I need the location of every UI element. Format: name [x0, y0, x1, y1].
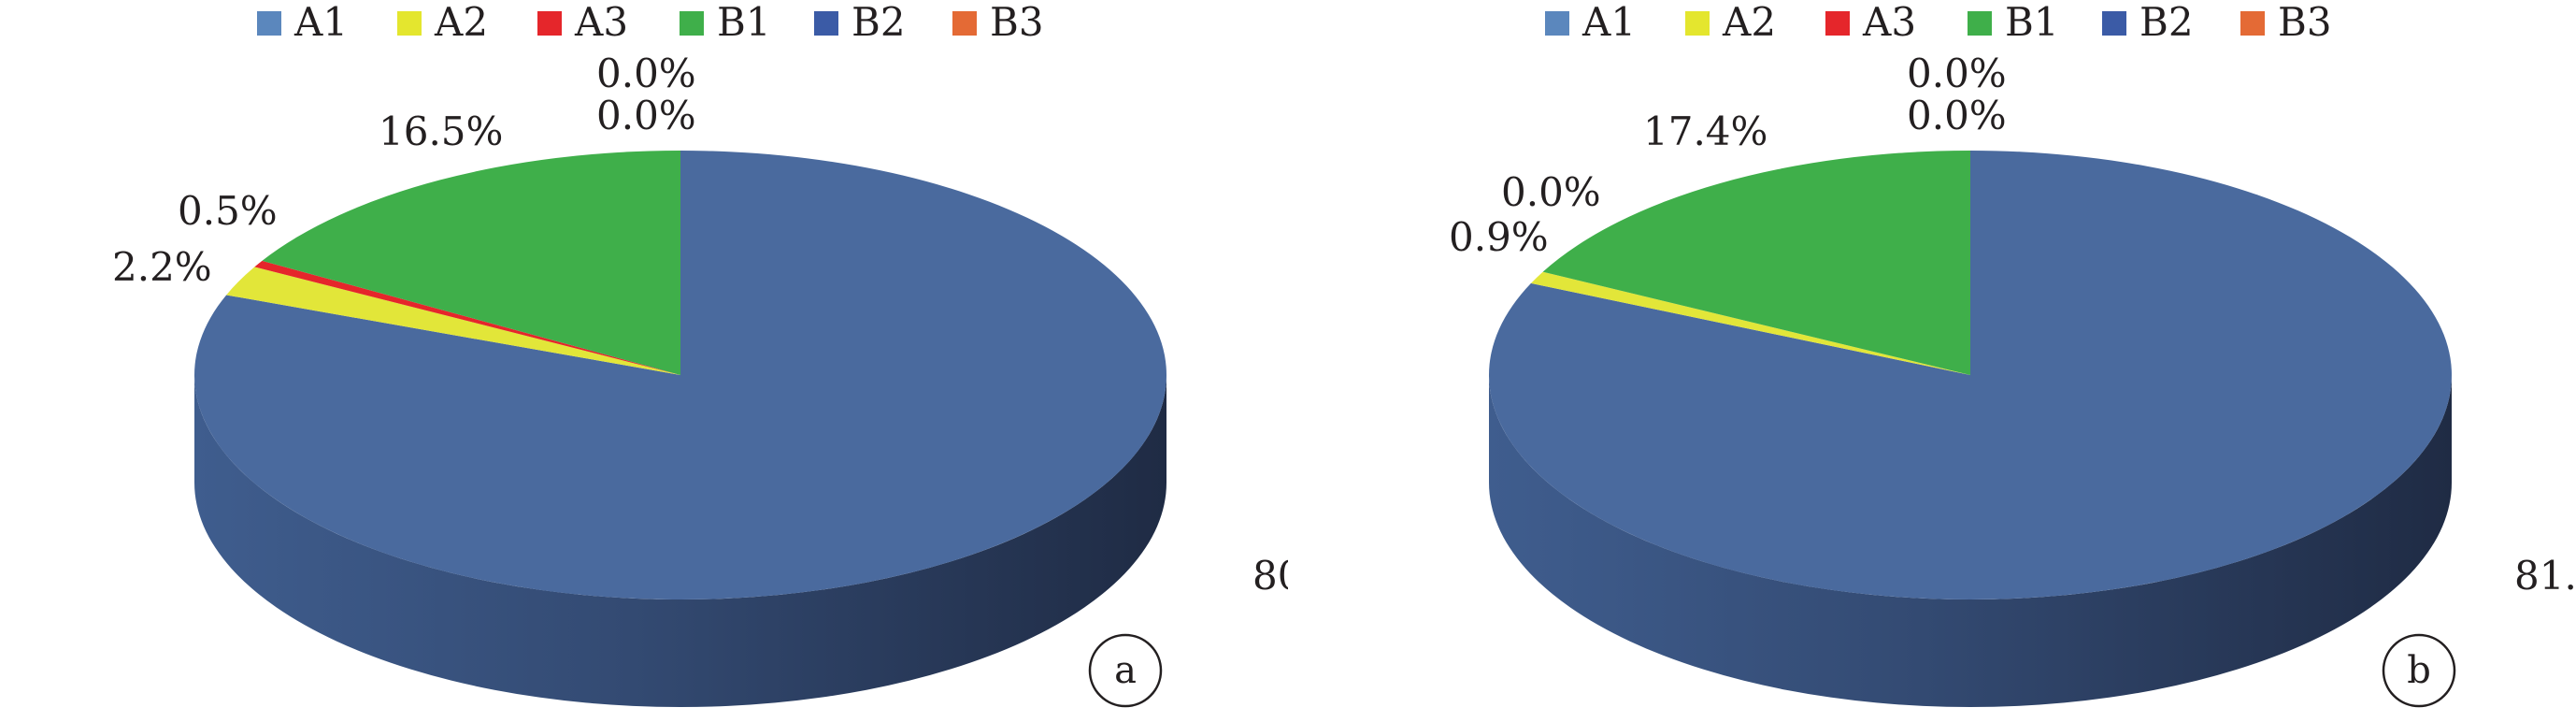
- pie-slice-a1: [194, 151, 1166, 600]
- panel-label-circle: [1088, 633, 1163, 708]
- legend-swatch-a1: [1545, 11, 1569, 36]
- legend-label-a3: A3: [1862, 0, 1916, 45]
- legend-swatch-a3: [537, 11, 562, 36]
- legend-label-a1: A1: [1581, 0, 1636, 45]
- panel-label: b: [2407, 649, 2431, 692]
- legend-label-b1: B1: [2005, 0, 2059, 45]
- data-label-a2: 0.9%: [1449, 214, 1549, 260]
- legend-swatch-b3: [2240, 11, 2265, 36]
- panel-label-circle: [2382, 633, 2456, 708]
- pie-slice-a2: [226, 267, 680, 375]
- legend-label-b2: B2: [2140, 0, 2194, 45]
- data-label-a2: 2.2%: [112, 244, 212, 290]
- data-label-b2: 0.0%: [1907, 51, 2007, 96]
- pie-chart-svg: 80.8% 2.2% 0.5% 16.5% 0.0%0.0% A1 A2 A3 B1 B2 B3 a: [112, 0, 1288, 708]
- legend-label-a3: A3: [574, 0, 628, 45]
- data-label-b1: 17.4%: [1643, 108, 1767, 154]
- data-label-b1: 16.5%: [379, 108, 503, 154]
- legend-swatch-a2: [1685, 11, 1710, 36]
- data-label-b3: 0.0%: [596, 93, 696, 138]
- data-label-a3: 0.0%: [1501, 169, 1601, 215]
- pie-slice-b1: [262, 151, 680, 375]
- pie-slice-a2: [1530, 271, 1970, 375]
- legend-label-b1: B1: [717, 0, 771, 45]
- legend-swatch-a2: [397, 11, 422, 36]
- data-label-a1: 80.8%: [1252, 553, 1288, 599]
- chart-panel-a: 80.8% 2.2% 0.5% 16.5% 0.0%0.0% A1 A2 A3 B1 B2 B3 a: [112, 0, 1288, 708]
- legend-label-a2: A2: [1722, 0, 1776, 45]
- legend-label-b3: B3: [990, 0, 1044, 45]
- data-label-b2: 0.0%: [596, 51, 696, 96]
- legend-label-a1: A1: [293, 0, 348, 45]
- pie-side-wall: [1489, 375, 2452, 707]
- legend-swatch-b3: [952, 11, 977, 36]
- legend: A1 A2 A3 B1 B2 B3: [1545, 0, 2332, 45]
- legend-label-a2: A2: [434, 0, 488, 45]
- legend-label-b2: B2: [852, 0, 906, 45]
- pie-slice-b1: [1542, 151, 1970, 375]
- legend-swatch-b2: [2102, 11, 2126, 36]
- legend-swatch-a3: [1825, 11, 1850, 36]
- legend: A1 A2 A3 B1 B2 B3: [257, 0, 1044, 45]
- data-label-b3: 0.0%: [1907, 93, 2007, 138]
- panel-label: a: [1114, 649, 1137, 692]
- data-label-a3: 0.5%: [178, 188, 278, 234]
- legend-swatch-b1: [680, 11, 704, 36]
- pie-side-wall: [194, 375, 1166, 707]
- legend-swatch-b2: [814, 11, 838, 36]
- legend-label-b3: B3: [2278, 0, 2332, 45]
- pie-slice-a3: [254, 260, 680, 375]
- legend-swatch-b1: [1968, 11, 1992, 36]
- data-label-a1: 81.7%: [2514, 553, 2576, 599]
- legend-swatch-a1: [257, 11, 281, 36]
